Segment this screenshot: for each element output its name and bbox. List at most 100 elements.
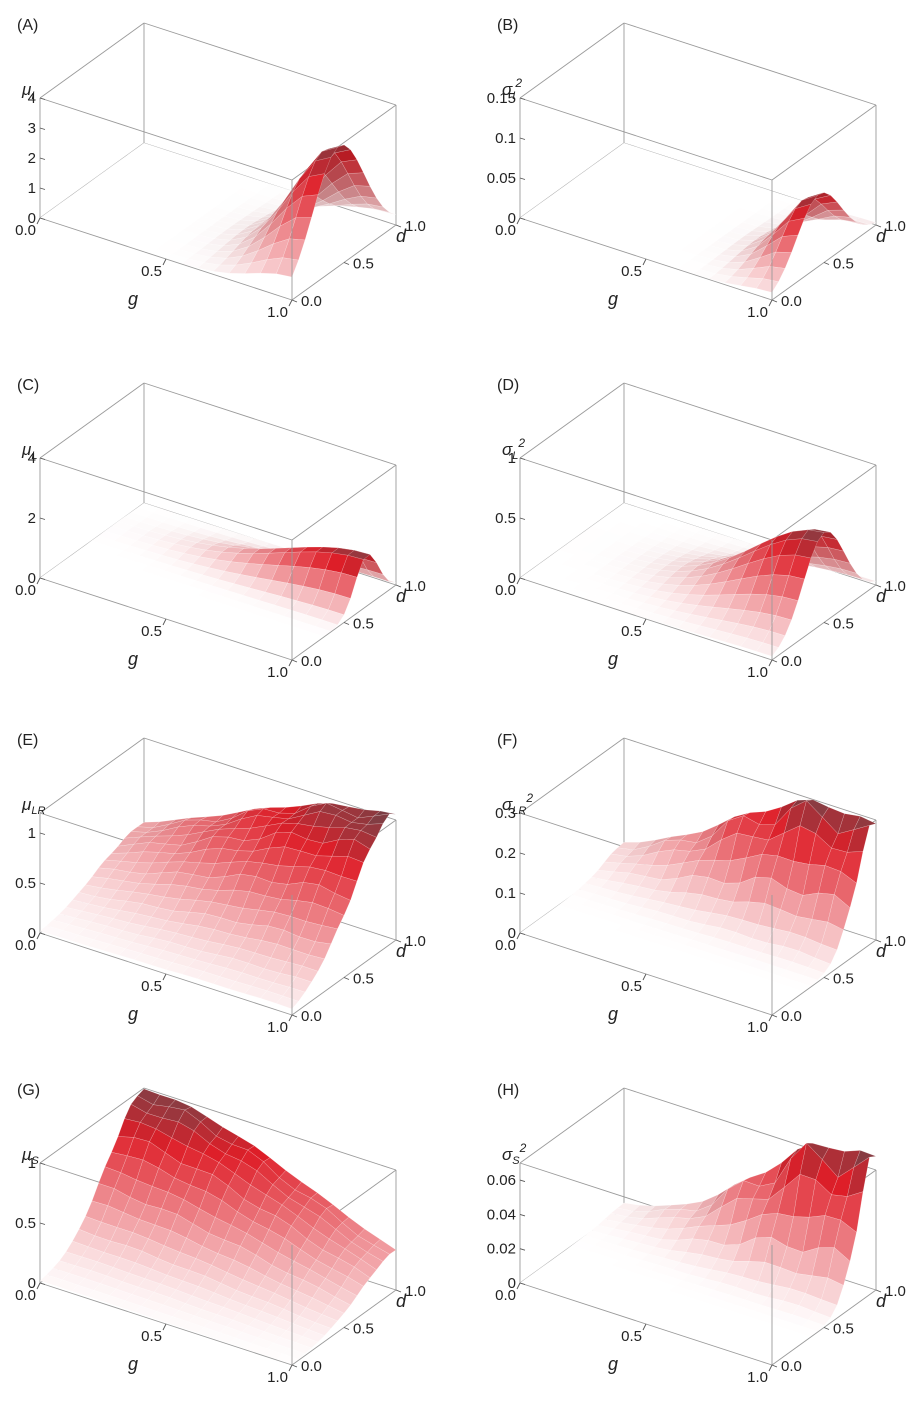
panel-label: (E) [17, 732, 38, 749]
surface-facet [295, 1336, 319, 1349]
z-label-sup: 2 [514, 76, 522, 90]
z-tick [39, 1222, 46, 1225]
z-axis-label: σI2 [502, 76, 522, 102]
surface [39, 502, 397, 661]
y-tick-label: 1.0 [405, 578, 426, 595]
z-tick [39, 127, 46, 130]
box-edge [519, 97, 773, 181]
z-tick [39, 932, 46, 935]
surface-facet [321, 609, 345, 626]
x-tick [516, 217, 521, 225]
z-label-base: σ [502, 440, 513, 459]
box-edge [519, 457, 773, 541]
z-tick [519, 932, 526, 935]
z-tick-label: 0 [508, 925, 516, 942]
y-tick [771, 299, 778, 303]
z-tick-label: 0.02 [487, 1241, 516, 1258]
y-tick [875, 939, 882, 943]
y-tick-label: 0.0 [301, 653, 322, 670]
x-tick-label: 1.0 [747, 1369, 768, 1386]
x-tick-label: 1.0 [747, 664, 768, 681]
y-axis-label: d [876, 941, 887, 961]
x-tick-label: 1.0 [747, 1019, 768, 1036]
x-tick [642, 1323, 647, 1331]
surface [39, 142, 397, 278]
x-tick-label: 1.0 [747, 304, 768, 321]
box-edge [39, 1087, 145, 1164]
surface [519, 502, 877, 657]
panel-label: (B) [497, 17, 518, 34]
x-tick-label: 0.5 [141, 978, 162, 995]
y-tick-label: 1.0 [885, 578, 906, 595]
box-back [39, 382, 397, 586]
z-label-base: σ [502, 795, 513, 814]
x-tick-label: 0.0 [495, 582, 516, 599]
x-tick [516, 577, 521, 585]
surface-facet [827, 209, 851, 218]
y-tick [291, 1364, 298, 1368]
y-tick [395, 584, 402, 588]
y-tick [875, 1289, 882, 1293]
z-axis-label: μS [21, 1145, 39, 1167]
x-axis-label: g [128, 1354, 138, 1374]
surface-facet [833, 558, 858, 574]
z-tick [39, 1282, 46, 1285]
z-label-sup: 2 [517, 436, 525, 450]
box-edge [623, 382, 877, 466]
z-label-sub: I [512, 90, 515, 102]
surface-facet [775, 596, 799, 621]
x-tick-label: 0.5 [621, 978, 642, 995]
y-tick-label: 0.5 [353, 1321, 374, 1338]
y-tick [395, 1289, 402, 1293]
panel-label: (F) [497, 732, 517, 749]
z-tick-label: 3 [28, 120, 36, 137]
z-tick [39, 832, 46, 835]
panel-label: (H) [497, 1082, 519, 1099]
box-edge [519, 382, 625, 459]
y-tick [291, 659, 298, 663]
z-tick-label: 0.05 [487, 170, 516, 187]
z-tick [519, 1282, 526, 1285]
surface-facet [282, 1348, 306, 1360]
y-tick [771, 659, 778, 663]
surface-facet [275, 1353, 300, 1365]
y-axis-label: d [396, 1291, 407, 1311]
box-edge [623, 22, 877, 106]
y-tick-label: 0.0 [781, 1008, 802, 1025]
y-tick [823, 622, 830, 625]
y-tick-label: 0.0 [781, 1358, 802, 1375]
surface-facet [834, 1219, 857, 1262]
y-tick [823, 1327, 830, 1330]
z-label-base: μ [21, 80, 32, 99]
x-tick-label: 0.5 [141, 263, 162, 280]
z-label-sub: S [31, 1155, 39, 1167]
x-tick-label: 1.0 [267, 664, 288, 681]
panel-label: (G) [17, 1082, 40, 1099]
y-tick-label: 0.0 [781, 293, 802, 310]
y-tick [875, 584, 882, 588]
box-edge [143, 22, 397, 106]
surface-facet [321, 1305, 345, 1322]
z-tick [39, 577, 46, 580]
z-tick-label: 2 [28, 510, 36, 527]
surface [519, 1142, 877, 1366]
z-tick [39, 157, 46, 160]
z-tick [519, 1179, 526, 1183]
surface-facet [801, 529, 825, 542]
surface-facet [340, 855, 364, 882]
z-axis-label: σS2 [502, 1141, 527, 1167]
surface-facet [321, 908, 345, 930]
box-edge [623, 737, 877, 821]
z-label-base: σ [502, 80, 513, 99]
z-tick-label: 0.5 [495, 510, 516, 527]
z-tick-label: 0 [28, 210, 36, 227]
z-tick-label: 1 [28, 180, 36, 197]
surface-facet [360, 823, 384, 838]
z-tick-label: 4 [28, 90, 36, 107]
